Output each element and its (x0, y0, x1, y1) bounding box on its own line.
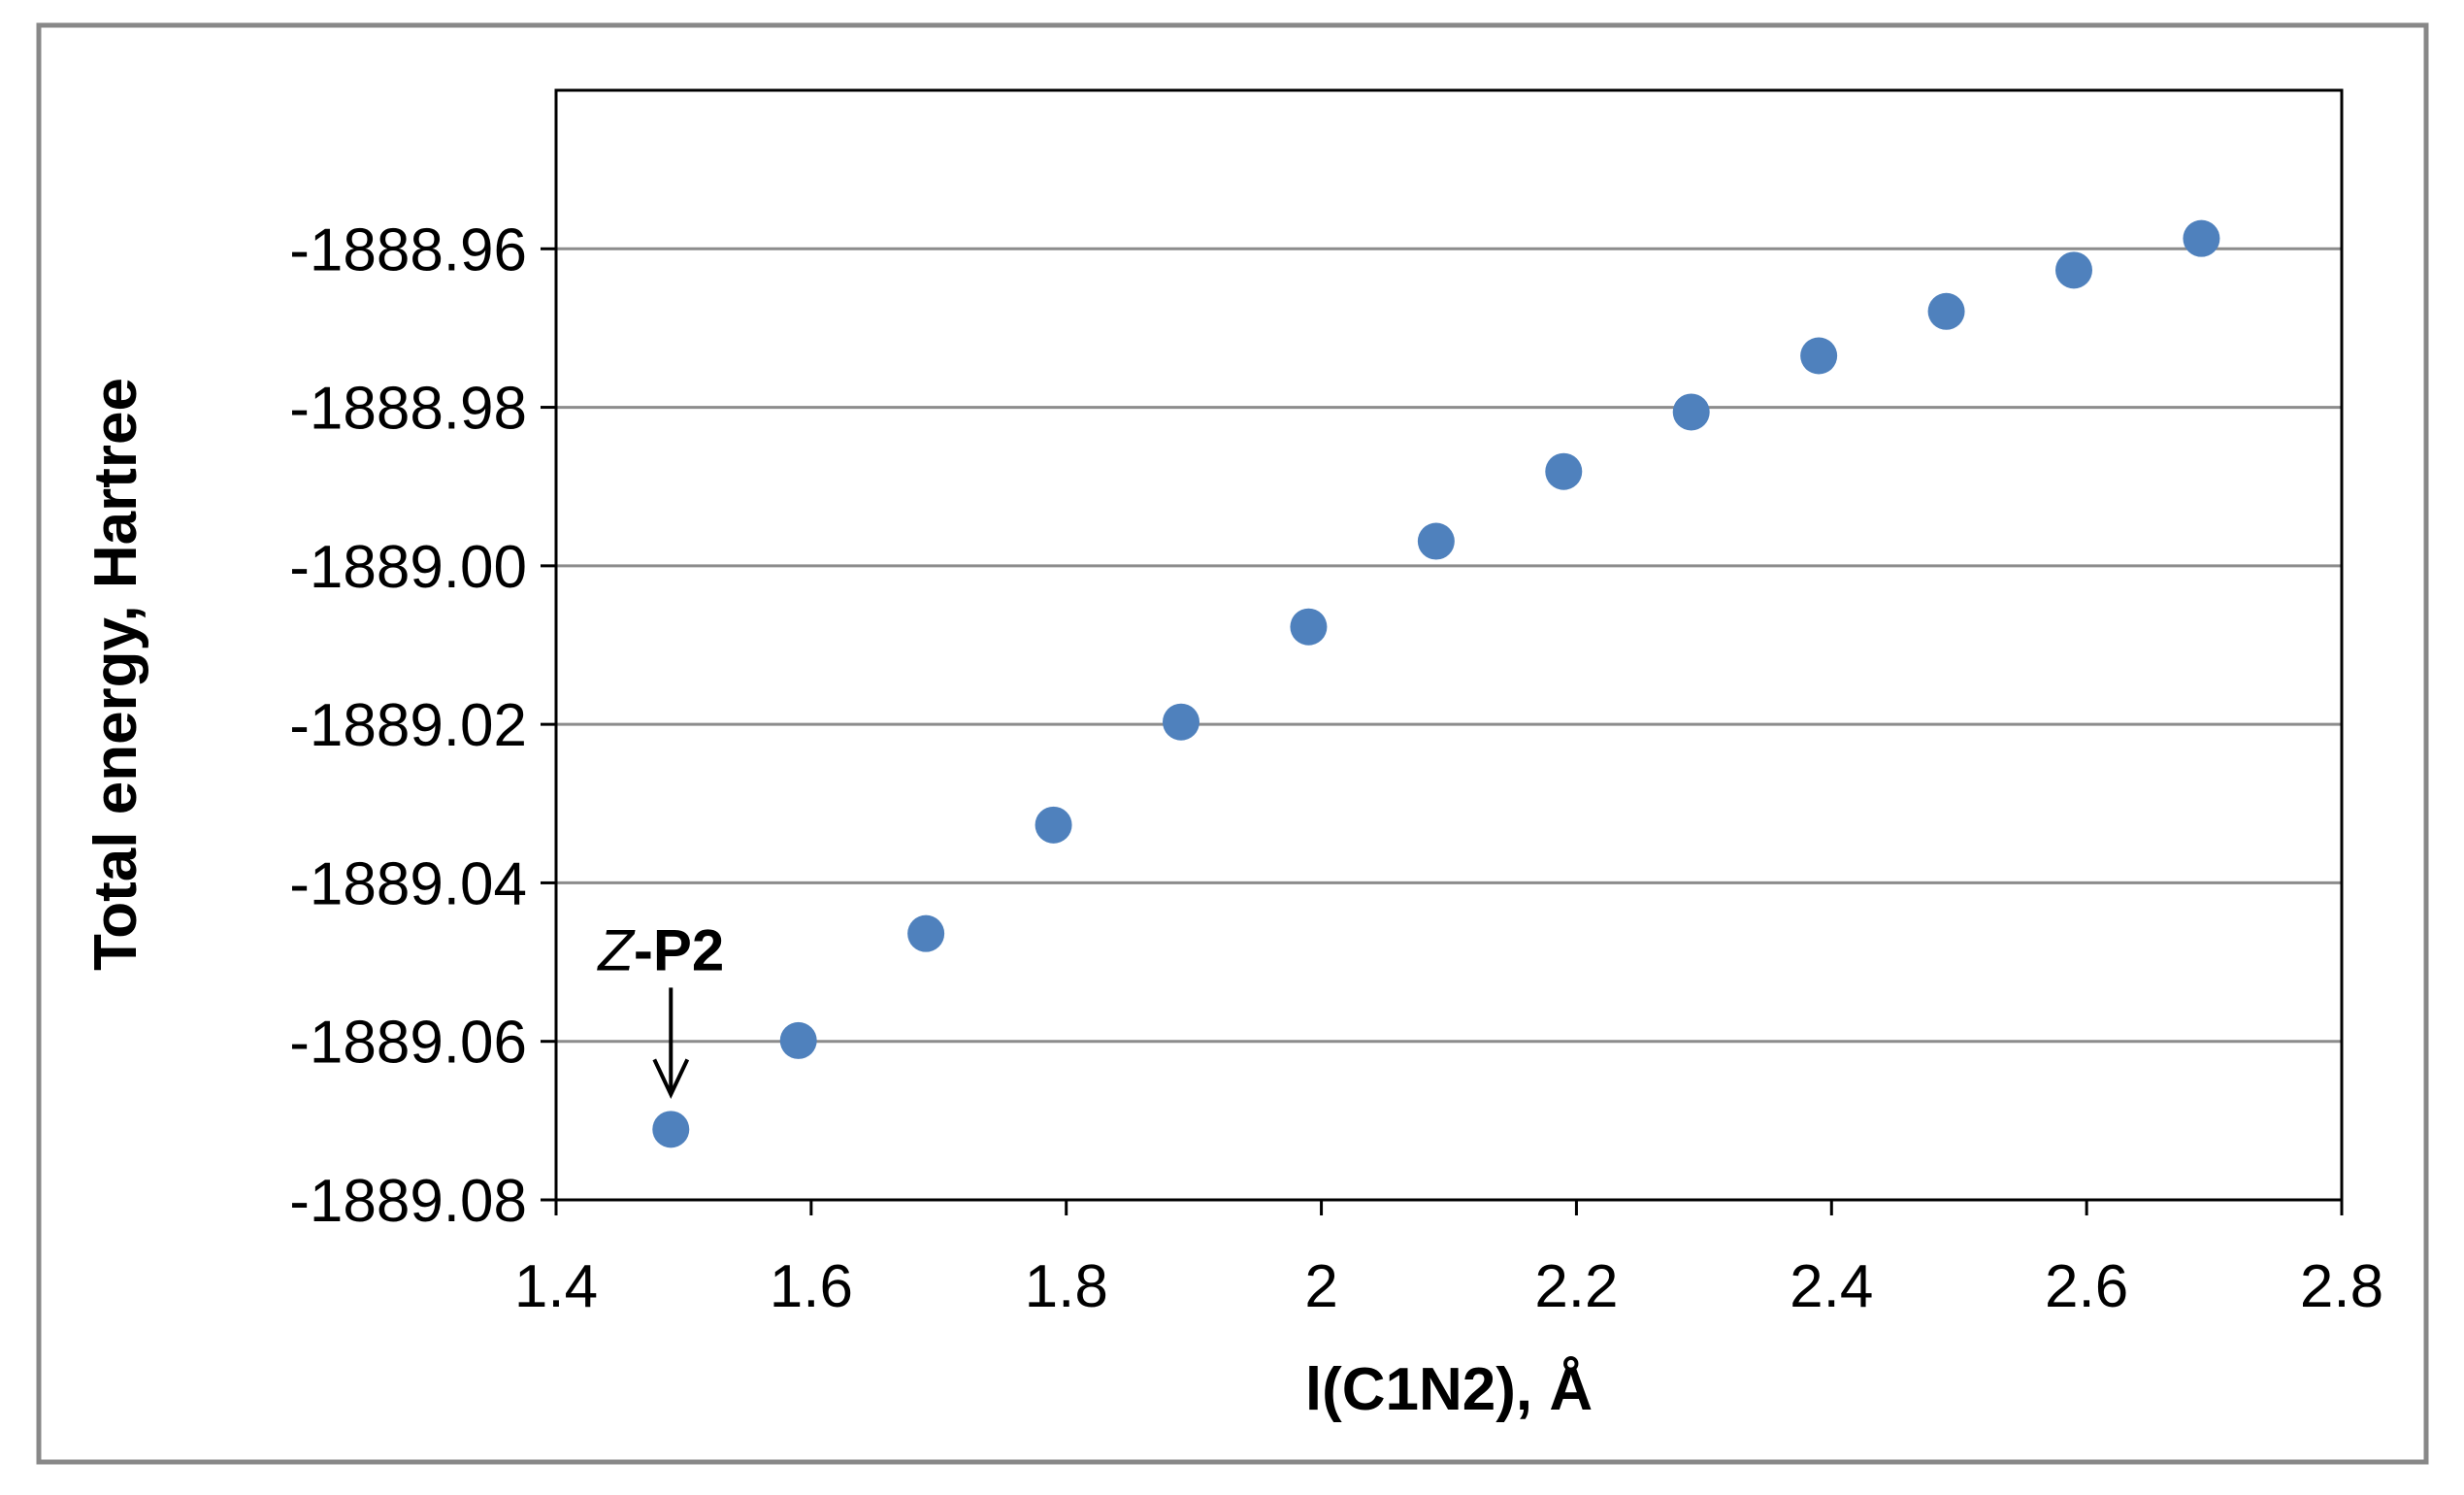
x-tick-label-4: 2.2 (1534, 1253, 1618, 1320)
data-points (652, 219, 2220, 1148)
x-tick-label-1: 1.6 (770, 1253, 853, 1320)
data-point-4 (1163, 703, 1199, 741)
data-point-8 (1672, 393, 1710, 431)
x-tick-label-0: 1.4 (514, 1253, 598, 1320)
x-tick-label-7: 2.8 (2300, 1253, 2383, 1320)
y-tick-label-4: -1889.00 (289, 534, 527, 601)
x-tick-label-5: 2.4 (1790, 1253, 1873, 1320)
data-point-7 (1545, 452, 1583, 490)
annotation-label-italic: Z (596, 917, 636, 982)
data-point-10 (1927, 292, 1965, 330)
plot-area-frame (554, 88, 2344, 1202)
annotation-label-rest: -P2 (634, 917, 724, 982)
data-point-11 (2055, 251, 2092, 289)
data-point-1 (779, 1021, 817, 1059)
data-point-2 (907, 914, 945, 952)
outer-border (36, 22, 2429, 1465)
data-point-12 (2183, 219, 2220, 257)
x-tick-label-3: 2 (1304, 1253, 1337, 1320)
y-tick-label-3: -1889.02 (289, 692, 527, 759)
y-tick-label-1: -1889.06 (289, 1010, 527, 1077)
data-point-3 (1035, 806, 1072, 844)
x-tick-labels: 1.4 1.6 1.8 2 2.2 2.4 2.6 2.8 (514, 1253, 2383, 1320)
data-point-9 (1800, 337, 1838, 375)
y-tick-labels: -1889.08 -1889.06 -1889.04 -1889.02 -1889.00… (289, 216, 527, 1235)
x-axis-title: l(C1N2), Å (1305, 1356, 1593, 1423)
annotation-arrow-head (652, 1058, 690, 1100)
data-point-6 (1417, 522, 1455, 560)
annotation-label: Z-P2 (596, 917, 724, 982)
annotation: Z-P2 (596, 917, 724, 1100)
y-tick-label-0: -1889.08 (289, 1168, 527, 1235)
x-tick-label-6: 2.6 (2045, 1253, 2128, 1320)
x-tick-label-2: 1.8 (1025, 1253, 1108, 1320)
y-tick-label-5: -1888.98 (289, 376, 527, 443)
data-point-5 (1290, 608, 1328, 646)
y-tick-label-6: -1888.96 (289, 216, 527, 283)
data-point-0 (652, 1111, 690, 1148)
axis-ticks (541, 247, 2344, 1215)
y-axis-title: Total energy, Hartree (82, 378, 149, 971)
y-tick-label-2: -1889.04 (289, 850, 527, 917)
